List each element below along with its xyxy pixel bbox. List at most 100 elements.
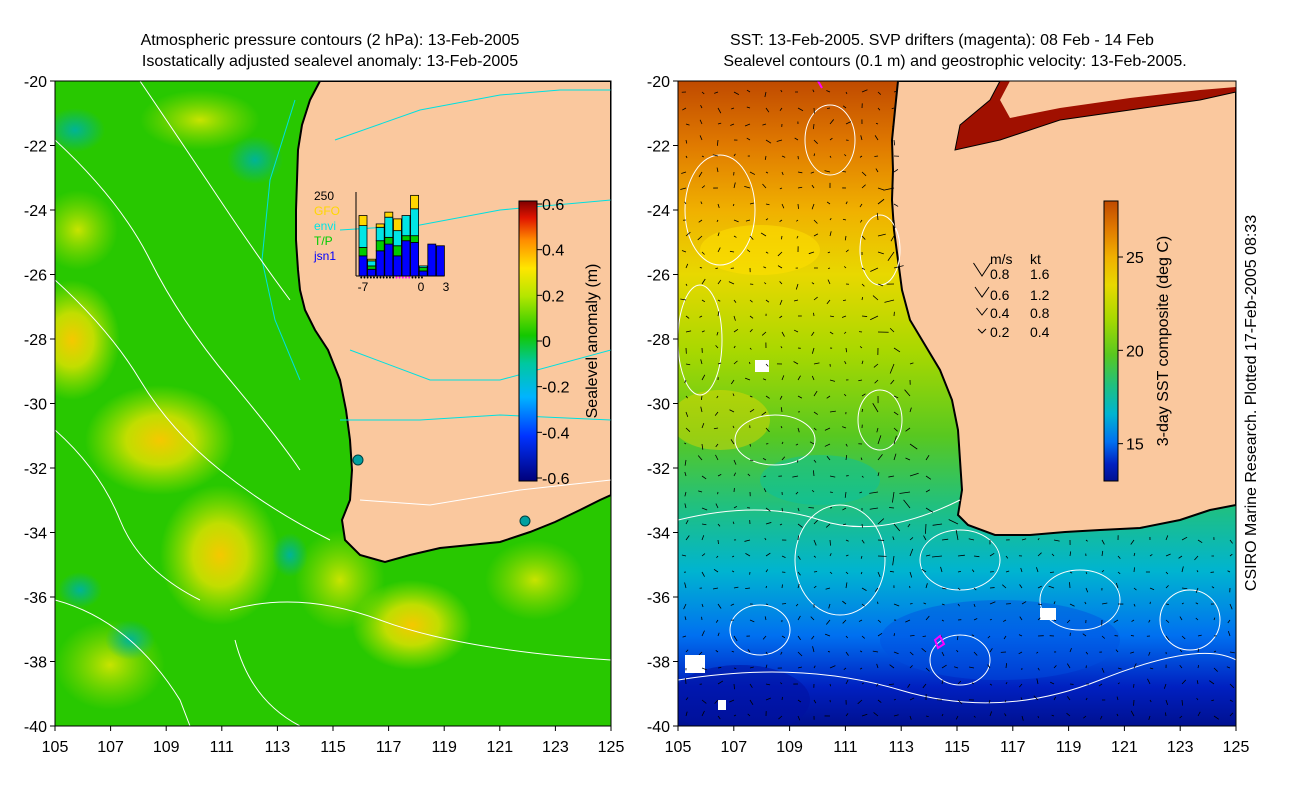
velocity-arrow [828,651,830,652]
velocity-legend-kt: 0.8 [1030,305,1050,321]
sla-colorbar-tick-label: -0.2 [542,380,570,397]
y-tick-label: -34 [24,526,47,543]
left-title-line1: Atmospheric pressure contours (2 hPa): 1… [141,32,520,49]
velocity-arrow [1069,582,1070,588]
x-tick-label: 105 [665,739,692,756]
sst-cold-patch [670,665,810,735]
inset-bar-segment [368,266,376,269]
tide-gauge-marker [353,455,363,465]
y-tick-label: -28 [647,332,670,349]
right-title-line1: SST: 13-Feb-2005. SVP drifters (magenta)… [730,32,1154,49]
velocity-legend-header-kt: kt [1030,251,1041,267]
inset-bar-segment [393,231,401,246]
velocity-arrow [828,268,830,269]
inset-bar-segment [376,224,384,227]
velocity-arrow [782,697,783,700]
cloud-mask [685,655,705,673]
inset-bar-segment [376,241,384,251]
velocity-arrow [910,603,913,604]
inset-xtick-label: -7 [358,280,369,294]
velocity-arrow [749,362,750,364]
velocity-arrow [798,204,799,209]
velocity-legend-header-ms: m/s [990,251,1013,267]
velocity-arrow [827,108,830,109]
velocity-arrow [782,584,783,588]
y-tick-label: -20 [647,74,670,91]
x-tick-label: 119 [1056,739,1082,756]
sla-colorbar-tick-label: 0.4 [542,243,564,260]
sla-colorbar-ramp [519,201,537,481]
velocity-legend-kt: 1.6 [1030,266,1050,282]
velocity-legend-kt: 0.4 [1030,324,1050,340]
velocity-arrow [782,508,783,511]
velocity-arrow [862,524,863,528]
y-tick-label: -36 [647,590,670,607]
inset-xtick-label: 0 [418,280,425,294]
sla-colorbar-tick-label: 0 [542,334,551,351]
velocity-legend-ms: 0.4 [990,305,1010,321]
sla-high-blob [85,385,235,495]
x-tick-label: 119 [431,739,457,756]
velocity-arrow [814,571,817,572]
y-tick-label: -38 [647,655,670,672]
sla-colorbar-tick-label: -0.4 [542,425,570,442]
velocity-legend-ms: 0.6 [990,287,1010,303]
y-tick-label: -26 [647,268,670,285]
inset-bar-segment [376,251,384,276]
x-tick-label: 123 [1167,739,1194,756]
x-tick-label: 107 [720,739,747,756]
velocity-arrow [894,633,895,636]
inset-bar-segment [428,244,436,276]
y-tick-label: -34 [647,526,670,543]
x-tick-label: 109 [153,739,180,756]
inset-bar-segment [411,236,419,243]
x-tick-label: 117 [1000,739,1026,756]
inset-legend-envi: envi [314,219,336,233]
inset-bar-segment [393,219,401,231]
velocity-legend-kt: 1.2 [1030,287,1050,303]
inset-bar-segment [359,216,367,226]
inset-bar-segment [411,242,419,276]
velocity-arrow [766,604,768,605]
inset-bar-segment [393,256,401,276]
sla-colorbar-label: Sealevel anomaly (m) [584,264,601,419]
velocity-legend-ms: 0.2 [990,324,1010,340]
inset-bar-segment [368,259,376,261]
x-tick-label: 125 [598,739,625,756]
sla-colorbar-tick-label: 0.2 [542,288,564,305]
inset-bar-segment [359,247,367,255]
x-tick-label: 111 [210,739,234,756]
velocity-arrow [766,586,767,588]
inset-bar-segment [419,266,427,268]
x-tick-label: 105 [42,739,69,756]
velocity-arrow [925,524,926,534]
right-title-line2: Sealevel contours (0.1 m) and geostrophi… [723,53,1186,70]
inset-bar-segment [411,195,419,208]
inset-bar-segment [411,209,419,236]
inset-legend-gfo: GFO [314,204,340,218]
cloud-mask [755,360,769,372]
inset-bar-segment [385,244,393,276]
velocity-arrow [1133,684,1134,688]
cloud-mask [718,700,726,710]
sst-colorbar-label: 3-day SST composite (deg C) [1155,236,1172,446]
sst-colorbar-tick-label: 20 [1126,343,1144,360]
y-tick-label: -22 [24,139,47,156]
y-tick-label: -36 [24,590,47,607]
inset-bar-segment [359,256,367,276]
sla-mid-blob [38,190,118,270]
sst-cool-patch [760,455,880,505]
inset-bar-segment [376,227,384,240]
x-tick-label: 121 [1111,739,1138,756]
sla-colorbar-tick-label: 0.6 [542,197,564,214]
y-tick-label: -32 [24,461,47,478]
inset-ymax-label: 250 [314,189,334,203]
velocity-arrow [889,507,894,508]
x-tick-label: 115 [944,739,970,756]
inset-bar-segment [385,237,393,244]
velocity-arrow [1131,635,1134,636]
velocity-arrow [718,667,721,668]
inset-legend-tp: T/P [314,234,333,248]
inset-bar-segment [385,217,393,237]
